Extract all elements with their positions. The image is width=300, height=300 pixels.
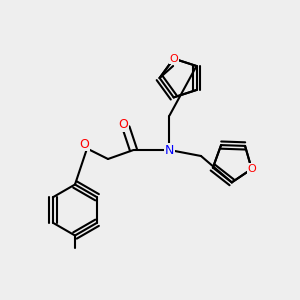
Text: O: O	[247, 164, 256, 174]
Text: O: O	[79, 137, 89, 151]
Text: O: O	[118, 118, 128, 131]
Text: N: N	[165, 143, 174, 157]
Text: O: O	[169, 54, 178, 64]
